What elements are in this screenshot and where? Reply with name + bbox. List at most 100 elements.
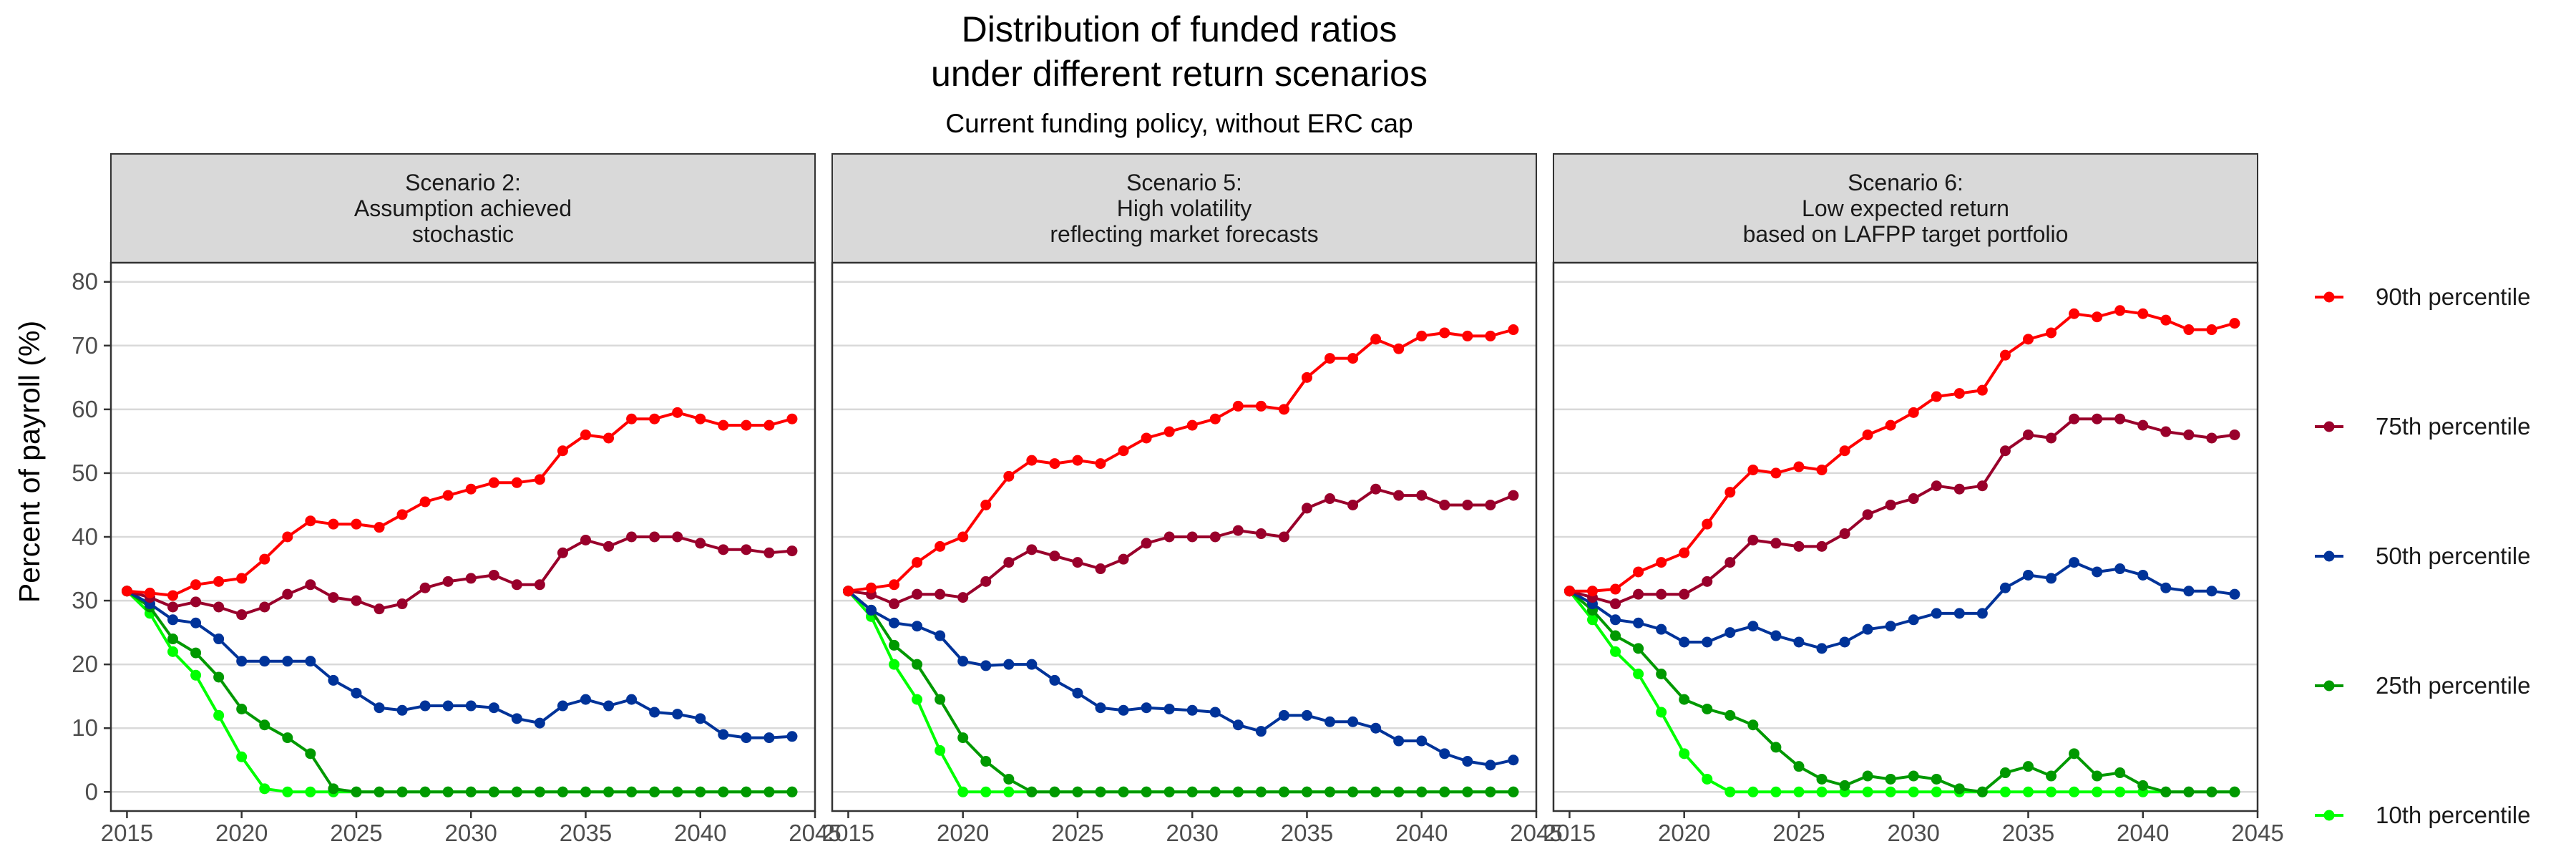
data-point [488, 569, 499, 581]
legend-swatch-point [2323, 550, 2335, 562]
data-point [718, 544, 729, 555]
data-point [351, 518, 362, 530]
data-point [1931, 786, 1942, 797]
data-point [190, 669, 202, 681]
x-tick-label: 2045 [1510, 820, 1562, 846]
data-point [1885, 499, 1896, 510]
data-point [2114, 563, 2126, 575]
data-point [2069, 413, 2080, 424]
data-point [889, 598, 900, 610]
data-point [2092, 566, 2103, 578]
x-tick-label: 2025 [330, 820, 382, 846]
data-point [603, 432, 615, 444]
data-point [1186, 704, 1198, 716]
data-point [1908, 786, 1919, 797]
data-point [167, 590, 179, 601]
data-point [1118, 704, 1129, 716]
data-point [580, 429, 591, 440]
data-point [741, 786, 752, 797]
data-point [1633, 617, 1644, 629]
y-tick-label: 50 [72, 460, 98, 486]
data-point [1633, 643, 1644, 654]
data-point [695, 538, 706, 549]
data-point [1186, 786, 1198, 797]
data-point [1347, 786, 1359, 797]
data-point [935, 588, 946, 600]
data-point [980, 786, 992, 797]
data-point [282, 786, 293, 797]
data-point [718, 786, 729, 797]
legend-label: 90th percentile [2376, 283, 2530, 310]
data-point [1816, 643, 1828, 654]
legend-item: 25th percentile [2315, 672, 2530, 699]
data-point [488, 477, 499, 488]
legend-item: 75th percentile [2315, 413, 2530, 440]
data-point [465, 786, 477, 797]
data-point [649, 786, 660, 797]
data-point [2092, 786, 2103, 797]
data-point [1931, 480, 1942, 492]
data-point [1885, 786, 1896, 797]
data-point [1839, 780, 1850, 791]
y-tick-label: 20 [72, 651, 98, 677]
data-point [396, 786, 408, 797]
data-point [1416, 786, 1428, 797]
data-point [1679, 636, 1690, 648]
data-point [957, 732, 969, 744]
data-point [2092, 770, 2103, 782]
legend-swatch-point [2323, 421, 2335, 432]
data-point [305, 515, 316, 527]
data-point [1141, 432, 1152, 444]
x-tick-label: 2040 [1395, 820, 1448, 846]
data-point [282, 732, 293, 744]
data-point [1003, 786, 1015, 797]
data-point [1931, 773, 1942, 785]
data-point [213, 601, 225, 613]
y-tick-label: 40 [72, 523, 98, 550]
data-point [1724, 786, 1736, 797]
data-point [1393, 786, 1405, 797]
data-point [912, 557, 923, 568]
data-point [1999, 349, 2011, 361]
data-point [1610, 630, 1621, 641]
data-point [1003, 773, 1015, 785]
data-point [374, 786, 385, 797]
data-point [1026, 455, 1038, 466]
x-tick-label: 2035 [2002, 820, 2054, 846]
data-point [2229, 429, 2240, 440]
data-point [2183, 786, 2195, 797]
x-tick-label: 2045 [789, 820, 841, 846]
data-point [2092, 413, 2103, 424]
data-point [1186, 419, 1198, 431]
data-point [1793, 761, 1805, 772]
data-point [1485, 759, 1496, 771]
data-point [419, 700, 431, 712]
data-point [741, 544, 752, 555]
data-point [259, 553, 270, 565]
data-point [1816, 464, 1828, 475]
data-point [167, 601, 179, 613]
panel-strip [110, 153, 816, 263]
data-point [1816, 773, 1828, 785]
y-tick-label: 10 [72, 714, 98, 741]
data-point [1049, 458, 1060, 470]
data-point [1439, 499, 1450, 510]
data-point [374, 702, 385, 714]
data-point [213, 634, 225, 645]
data-point [1095, 702, 1106, 714]
data-point [190, 579, 202, 591]
data-point [1747, 464, 1759, 475]
data-point [1141, 538, 1152, 549]
data-point [1656, 557, 1667, 568]
data-point [1278, 531, 1289, 543]
data-point [2160, 314, 2172, 326]
data-point [2206, 786, 2218, 797]
data-point [1724, 709, 1736, 721]
data-point [1656, 669, 1667, 679]
data-point [1370, 334, 1382, 345]
data-point [236, 656, 248, 667]
data-point [1485, 786, 1496, 797]
data-point [1610, 583, 1621, 595]
data-point [2114, 305, 2126, 316]
